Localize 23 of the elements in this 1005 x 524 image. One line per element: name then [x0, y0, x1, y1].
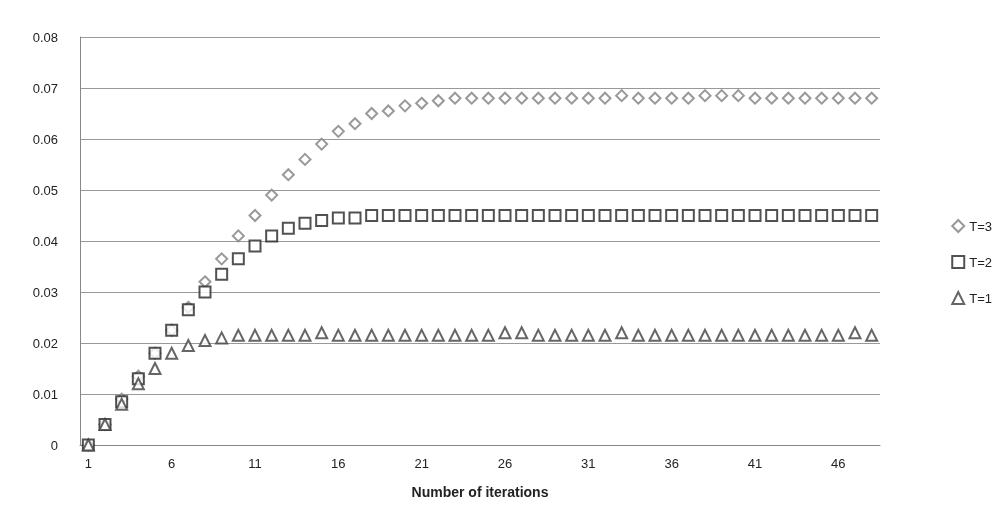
x-tick-label: 1 [84, 456, 92, 471]
y-tick-label: 0.01 [32, 386, 58, 402]
x-tick-label: 31 [581, 456, 596, 471]
y-tick-label: 0 [50, 437, 58, 453]
x-axis-title: Number of iterations [411, 484, 549, 500]
legend-label: T=1 [969, 290, 992, 306]
y-tick-label: 0.04 [32, 233, 58, 249]
y-tick-label: 0.06 [32, 131, 58, 147]
y-tick-label: 0.08 [32, 29, 58, 45]
x-tick-label: 26 [497, 456, 513, 471]
x-tick-label: 21 [414, 456, 429, 471]
y-tick-label: 0.03 [32, 284, 58, 300]
x-tick-label: 6 [168, 456, 176, 471]
x-tick-label: 11 [248, 456, 262, 471]
y-tick-label: 0.05 [32, 182, 58, 198]
legend-label: T=3 [969, 218, 992, 234]
x-tick-label: 16 [331, 456, 346, 471]
y-tick-label: 0.07 [32, 80, 58, 96]
x-tick-label: 41 [747, 456, 763, 471]
legend-label: T=2 [969, 254, 992, 270]
x-tick-label: 46 [831, 456, 846, 471]
x-tick-label: 36 [664, 456, 679, 471]
y-tick-label: 0.02 [32, 335, 58, 351]
